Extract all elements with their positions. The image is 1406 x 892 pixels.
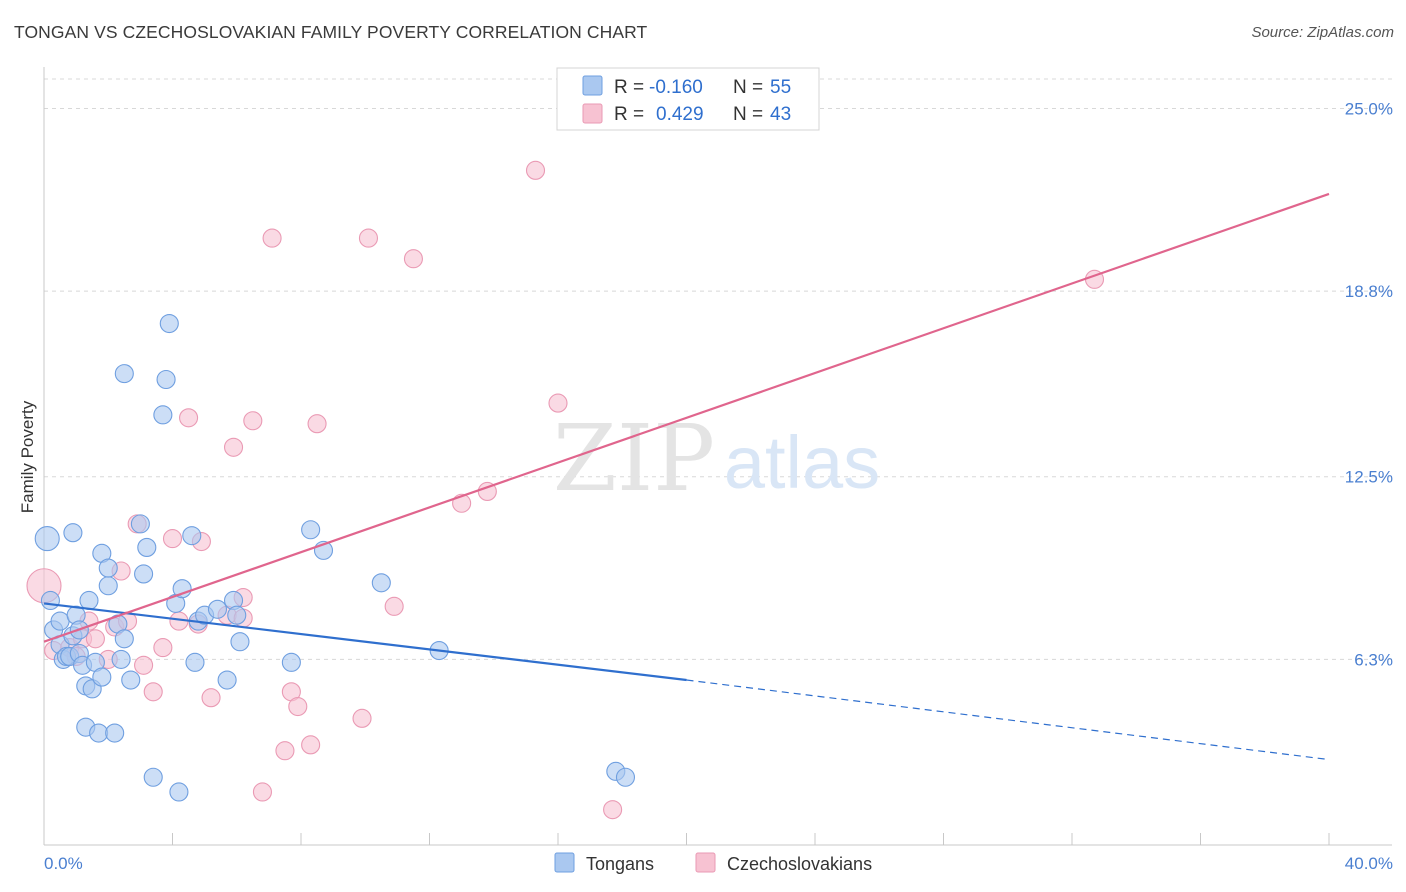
czech-point xyxy=(548,393,568,413)
czech-point xyxy=(275,741,295,761)
legend-r-label-czech: R = xyxy=(614,104,644,125)
tongans-point xyxy=(63,523,83,543)
tongans-point xyxy=(159,313,179,334)
x-tick-label-max: 40.0% xyxy=(1345,854,1393,873)
legend-r-value-tongans: -0.160 xyxy=(649,77,703,98)
czech-point xyxy=(179,408,199,428)
tongans-trend-line xyxy=(43,602,687,682)
czech-point xyxy=(243,411,263,431)
czech-point xyxy=(358,228,379,248)
tongans-point xyxy=(92,667,112,687)
tongans-points xyxy=(34,313,636,802)
tongans-point xyxy=(111,649,131,669)
bottom-legend-swatch-tongans xyxy=(554,852,575,873)
tick-labels: 6.3% 12.5% 18.8% 25.0% 0.0% 40.0% xyxy=(44,99,1393,873)
czech-point xyxy=(288,696,308,717)
czech-point xyxy=(85,629,105,649)
x-tick-label-min: 0.0% xyxy=(44,854,83,873)
tongans-point xyxy=(79,590,99,611)
tongans-point xyxy=(207,599,228,619)
legend-n-label-tongans: N = xyxy=(733,77,763,98)
czech-point xyxy=(153,638,173,658)
tongans-point xyxy=(615,767,636,787)
tongans-point xyxy=(185,652,205,672)
tongans-point xyxy=(130,514,150,534)
tongans-point xyxy=(89,723,109,743)
czech-point xyxy=(603,800,623,820)
czech-point xyxy=(384,596,404,616)
legend-n-label-czech: N = xyxy=(733,104,763,125)
czech-trend-line xyxy=(43,192,1330,643)
legend-swatch-tongans xyxy=(582,75,603,96)
chart-source: Source: ZipAtlas.com xyxy=(1251,24,1394,41)
tongans-point xyxy=(105,723,125,743)
tongans-point xyxy=(121,670,141,690)
legend-r-value-czech: 0.429 xyxy=(656,104,704,125)
czech-point xyxy=(223,437,244,457)
tongans-point xyxy=(230,632,250,652)
tongans-point xyxy=(134,564,154,584)
tongans-point xyxy=(40,590,60,611)
czech-point xyxy=(162,529,183,549)
czech-point xyxy=(301,735,321,755)
watermark-zip: ZIP xyxy=(553,405,715,512)
czech-point xyxy=(252,782,273,802)
czech-point xyxy=(352,708,372,728)
tongans-point xyxy=(217,670,237,690)
chart-title: TONGAN VS CZECHOSLOVAKIAN FAMILY POVERTY… xyxy=(14,22,648,42)
czech-point xyxy=(262,228,282,248)
czech-point xyxy=(403,249,423,269)
legend-swatch-czech xyxy=(582,103,603,124)
legend: R = -0.160 N = 55 R = 0.429 N = 43 xyxy=(556,67,820,131)
legend-r-label-tongans: R = xyxy=(614,77,644,98)
czech-point xyxy=(525,160,546,180)
tongans-point xyxy=(143,767,163,787)
bottom-legend: Tongans Czechoslovakians xyxy=(554,852,872,874)
y-axis-title: Family Poverty xyxy=(18,400,37,513)
bottom-legend-label-czech: Czechoslovakians xyxy=(727,854,872,874)
tongans-point xyxy=(137,537,157,557)
czech-point xyxy=(134,655,154,675)
tongans-point xyxy=(182,526,202,546)
axes xyxy=(43,67,1392,846)
tongans-point xyxy=(301,520,321,540)
trend-lines xyxy=(43,192,1330,761)
tongans-trend-extension xyxy=(686,679,1330,761)
y-tick-label: 25.0% xyxy=(1345,99,1393,118)
legend-n-value-tongans: 55 xyxy=(770,77,791,98)
czech-point xyxy=(201,688,221,708)
y-tick-label: 12.5% xyxy=(1345,468,1393,487)
tongans-point xyxy=(114,629,134,649)
bottom-legend-swatch-czech xyxy=(695,852,716,873)
watermark: ZIP atlas xyxy=(553,405,880,512)
tongans-point xyxy=(34,526,60,552)
tongans-point xyxy=(371,573,391,593)
czech-point xyxy=(307,414,327,434)
tongans-point xyxy=(227,605,247,625)
legend-n-value-czech: 43 xyxy=(770,104,791,125)
watermark-atlas: atlas xyxy=(724,421,880,504)
tongans-point xyxy=(156,369,176,390)
tongans-point xyxy=(172,579,192,599)
tongans-point xyxy=(153,405,173,425)
tongans-point xyxy=(98,558,118,578)
tongans-point xyxy=(281,652,301,672)
bottom-legend-label-tongans: Tongans xyxy=(586,854,654,874)
tongans-point xyxy=(169,782,189,802)
y-tick-label: 18.8% xyxy=(1345,282,1393,301)
tongans-point xyxy=(50,611,70,631)
tongans-point xyxy=(114,364,134,384)
y-tick-label: 6.3% xyxy=(1354,650,1393,669)
czech-point xyxy=(143,682,163,702)
tongans-point xyxy=(98,576,118,596)
